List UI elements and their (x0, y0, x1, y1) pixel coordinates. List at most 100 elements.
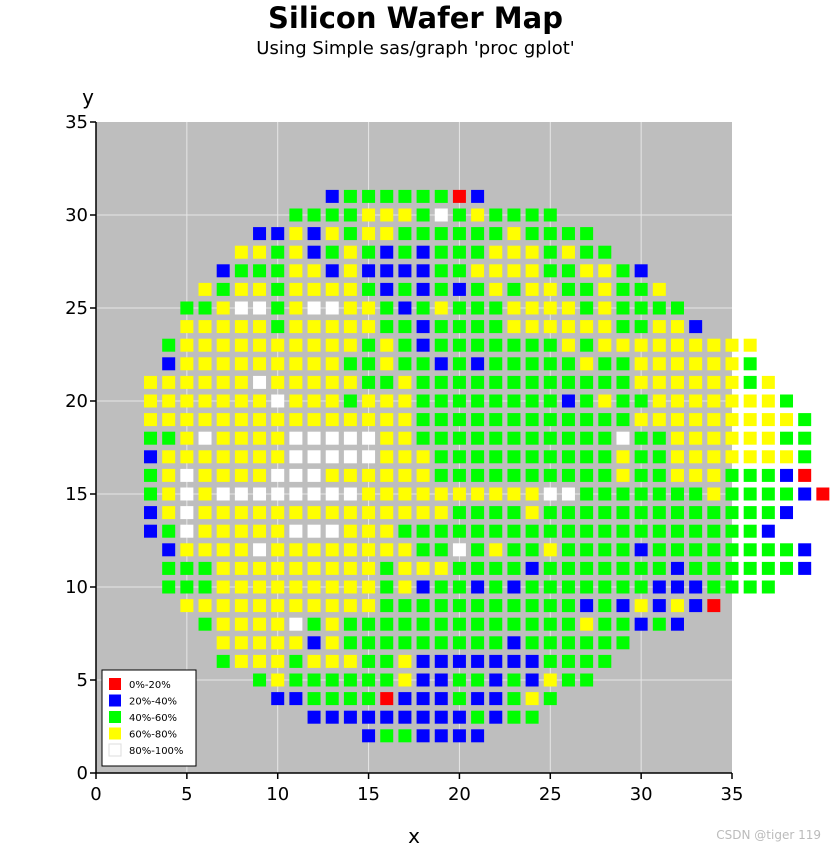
wafer-die-point (580, 506, 594, 520)
wafer-die-point (271, 431, 285, 445)
wafer-die-point (362, 710, 376, 724)
wafer-die-point (362, 543, 376, 557)
wafer-die-point (489, 320, 503, 334)
wafer-die-point (307, 208, 321, 222)
wafer-die-point (253, 320, 267, 334)
wafer-die-point (289, 264, 303, 278)
wafer-die-point (670, 357, 684, 371)
wafer-die-point (216, 561, 230, 575)
wafer-die-point (343, 617, 357, 631)
wafer-die-point (507, 357, 521, 371)
wafer-die-point (416, 654, 430, 668)
wafer-die-point (652, 524, 666, 538)
wafer-die-point (452, 320, 466, 334)
wafer-die-point (271, 636, 285, 650)
wafer-die-point (598, 487, 612, 501)
wafer-die-point (561, 282, 575, 296)
wafer-die-point (216, 506, 230, 520)
wafer-die-point (380, 375, 394, 389)
wafer-die-point (743, 506, 757, 520)
wafer-die-point (525, 413, 539, 427)
wafer-die-point (471, 561, 485, 575)
wafer-die-point (452, 729, 466, 743)
wafer-die-point (380, 673, 394, 687)
wafer-die-point (780, 413, 794, 427)
wafer-die-point (325, 599, 339, 613)
wafer-die-point (561, 561, 575, 575)
wafer-die-point (398, 561, 412, 575)
wafer-die-point (634, 431, 648, 445)
wafer-die-point (507, 264, 521, 278)
wafer-die-point (616, 506, 630, 520)
wafer-die-point (289, 506, 303, 520)
wafer-die-point (380, 561, 394, 575)
legend-label: 60%-80% (129, 730, 177, 741)
wafer-die-point (507, 561, 521, 575)
wafer-die-point (634, 357, 648, 371)
wafer-die-point (234, 245, 248, 259)
wafer-die-point (471, 729, 485, 743)
wafer-die-point (670, 561, 684, 575)
wafer-die-point (471, 543, 485, 557)
wafer-die-point (216, 338, 230, 352)
wafer-die-point (489, 450, 503, 464)
wafer-die-point (289, 245, 303, 259)
wafer-die-point (343, 208, 357, 222)
wafer-die-point (398, 431, 412, 445)
wafer-die-point (452, 357, 466, 371)
wafer-die-point (253, 338, 267, 352)
wafer-die-point (452, 506, 466, 520)
wafer-die-point (271, 227, 285, 241)
wafer-die-point (471, 282, 485, 296)
wafer-die-point (398, 524, 412, 538)
wafer-die-point (416, 617, 430, 631)
wafer-die-point (452, 617, 466, 631)
wafer-die-point (707, 524, 721, 538)
wafer-die-point (289, 282, 303, 296)
wafer-die-point (198, 320, 212, 334)
wafer-die-point (725, 524, 739, 538)
wafer-die-point (253, 617, 267, 631)
wafer-die-point (507, 227, 521, 241)
wafer-die-point (271, 301, 285, 315)
wafer-die-point (525, 357, 539, 371)
wafer-die-point (144, 506, 158, 520)
wafer-die-point (707, 450, 721, 464)
wafer-die-point (416, 673, 430, 687)
wafer-die-point (216, 357, 230, 371)
wafer-die-point (689, 506, 703, 520)
wafer-die-point (689, 338, 703, 352)
wafer-die-point (289, 617, 303, 631)
wafer-die-point (634, 338, 648, 352)
wafer-die-point (471, 692, 485, 706)
wafer-die-point (180, 375, 194, 389)
wafer-die-point (307, 710, 321, 724)
wafer-die-point (362, 301, 376, 315)
wafer-die-point (362, 320, 376, 334)
wafer-die-point (543, 599, 557, 613)
wafer-die-point (616, 320, 630, 334)
wafer-die-point (471, 320, 485, 334)
wafer-die-point (216, 468, 230, 482)
wafer-die-point (307, 561, 321, 575)
wafer-die-point (798, 543, 812, 557)
wafer-die-point (670, 580, 684, 594)
wafer-die-point (598, 543, 612, 557)
wafer-die-point (162, 450, 176, 464)
wafer-die-point (525, 487, 539, 501)
wafer-die-point (507, 375, 521, 389)
wafer-die-point (325, 357, 339, 371)
wafer-die-point (416, 450, 430, 464)
wafer-die-point (307, 431, 321, 445)
wafer-die-point (489, 264, 503, 278)
wafer-die-point (380, 413, 394, 427)
wafer-die-point (725, 375, 739, 389)
legend-label: 0%-20% (129, 680, 171, 691)
wafer-die-point (398, 357, 412, 371)
wafer-die-point (307, 506, 321, 520)
wafer-die-point (162, 468, 176, 482)
wafer-die-point (271, 357, 285, 371)
wafer-die-point (561, 654, 575, 668)
wafer-die-point (725, 413, 739, 427)
wafer-die-point (162, 543, 176, 557)
